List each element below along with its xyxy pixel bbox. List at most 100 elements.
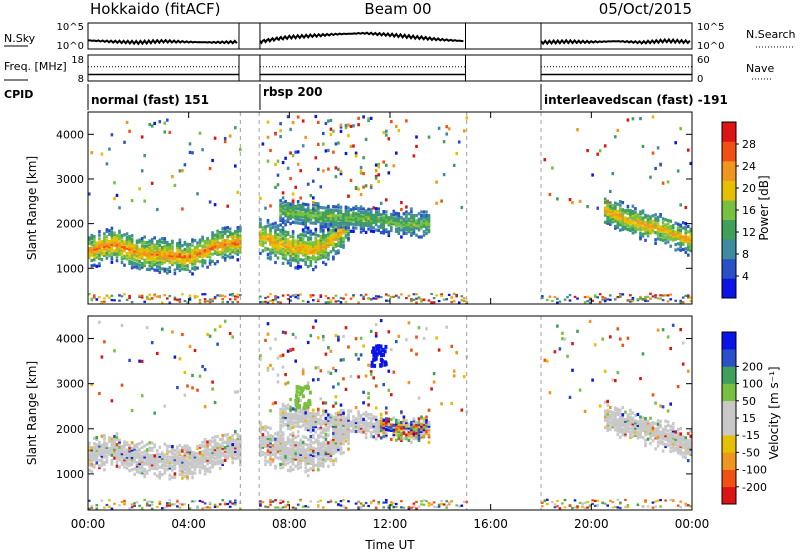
velocity-cell	[236, 445, 240, 449]
velocity-cell	[364, 419, 368, 423]
power-cell	[281, 210, 285, 214]
power-clutter-cell	[619, 293, 622, 297]
power-cell	[339, 232, 343, 236]
power-cell	[161, 262, 164, 266]
power-cell	[140, 240, 144, 244]
power-clutter-cell	[352, 294, 355, 297]
power-cell	[211, 241, 214, 246]
power-cell	[339, 214, 343, 218]
velocity-cell	[606, 399, 609, 403]
power-cell	[95, 246, 99, 250]
velocity-cell	[319, 442, 323, 446]
power-cell	[417, 217, 421, 221]
velocity-cell	[299, 451, 302, 455]
power-scatter-cell	[327, 167, 330, 171]
velocity-clutter-cell	[299, 499, 302, 502]
power-cell	[279, 223, 282, 227]
velocity-scatter-cell	[561, 337, 564, 341]
power-cell	[374, 223, 378, 227]
power-cell	[322, 213, 325, 217]
velocity-cell	[110, 446, 114, 450]
velocity-cell	[135, 448, 139, 452]
velocity-scatter-cell	[337, 335, 340, 339]
velocity-clutter-cell	[259, 503, 262, 506]
power-cell	[334, 234, 338, 238]
velocity-cell	[203, 452, 207, 456]
power-cell	[133, 243, 136, 248]
power-cell	[213, 233, 217, 237]
power-cell	[649, 217, 652, 221]
velocity-cell	[274, 439, 277, 443]
power-clutter-cell	[669, 293, 672, 296]
velocity-cell	[279, 424, 282, 428]
velocity-cell	[306, 468, 310, 472]
power-clutter-cell	[123, 293, 126, 296]
power-cell	[634, 230, 637, 234]
velocity-cell	[291, 416, 295, 420]
velocity-cell	[281, 449, 285, 453]
power-cell	[95, 264, 99, 268]
power-cell	[621, 210, 625, 214]
power-cell	[322, 251, 325, 256]
power-cell	[289, 207, 292, 211]
power-cell	[306, 248, 310, 252]
velocity-cell	[150, 455, 154, 459]
velocity-cell	[140, 451, 144, 455]
velocity-cell	[402, 437, 406, 441]
power-cell	[646, 223, 650, 227]
velocity-cell	[279, 450, 282, 454]
power-cell	[291, 246, 295, 250]
power-cell	[286, 248, 290, 252]
power-cell	[679, 223, 682, 227]
power-cell	[198, 251, 202, 255]
power-cell	[405, 221, 408, 225]
power-cell	[150, 246, 154, 250]
power-cell	[231, 234, 234, 238]
power-cell	[294, 221, 297, 225]
velocity-cell	[334, 412, 338, 416]
velocity-cell	[291, 431, 295, 435]
velocity-cell	[312, 450, 315, 454]
power-cell	[669, 226, 672, 230]
power-cell	[153, 263, 156, 267]
power-cell	[145, 257, 149, 261]
power-cell	[349, 217, 353, 221]
power-clutter-cell	[90, 299, 94, 302]
power-scatter-cell	[349, 178, 353, 182]
power-cell	[166, 271, 169, 275]
power-cell	[284, 210, 287, 214]
velocity-cell	[296, 454, 300, 458]
power-cell	[614, 215, 617, 219]
power-cell	[110, 239, 114, 243]
power-cell	[198, 240, 202, 244]
power-scatter-cell	[269, 204, 272, 208]
velocity-cell	[234, 447, 237, 452]
power-cell	[609, 204, 612, 209]
power-scatter-cell	[651, 115, 655, 119]
power-clutter-cell	[218, 294, 222, 298]
power-cell	[291, 239, 295, 243]
power-cell	[186, 242, 189, 246]
velocity-cell	[339, 417, 343, 422]
power-cell	[120, 243, 124, 247]
power-cell	[286, 216, 290, 220]
power-cell	[342, 218, 345, 222]
power-cell	[390, 225, 393, 229]
velocity-cell	[606, 421, 609, 425]
velocity-cell	[309, 460, 313, 464]
velocity-scatter-cell	[98, 391, 101, 396]
velocity-cell	[269, 446, 272, 450]
velocity-cell	[306, 474, 310, 478]
power-cell	[128, 240, 131, 244]
velocity-cell	[379, 416, 383, 420]
power-scatter-cell	[460, 205, 464, 210]
velocity-cell	[422, 426, 426, 430]
power-cell	[284, 248, 287, 252]
velocity-cell	[347, 413, 350, 417]
velocity-scatter-cell	[289, 348, 292, 352]
power-cell	[150, 250, 154, 254]
velocity-clutter-cell	[576, 506, 579, 510]
velocity-scatter-cell	[342, 334, 345, 339]
power-cell	[171, 254, 174, 258]
power-cell	[171, 246, 174, 250]
